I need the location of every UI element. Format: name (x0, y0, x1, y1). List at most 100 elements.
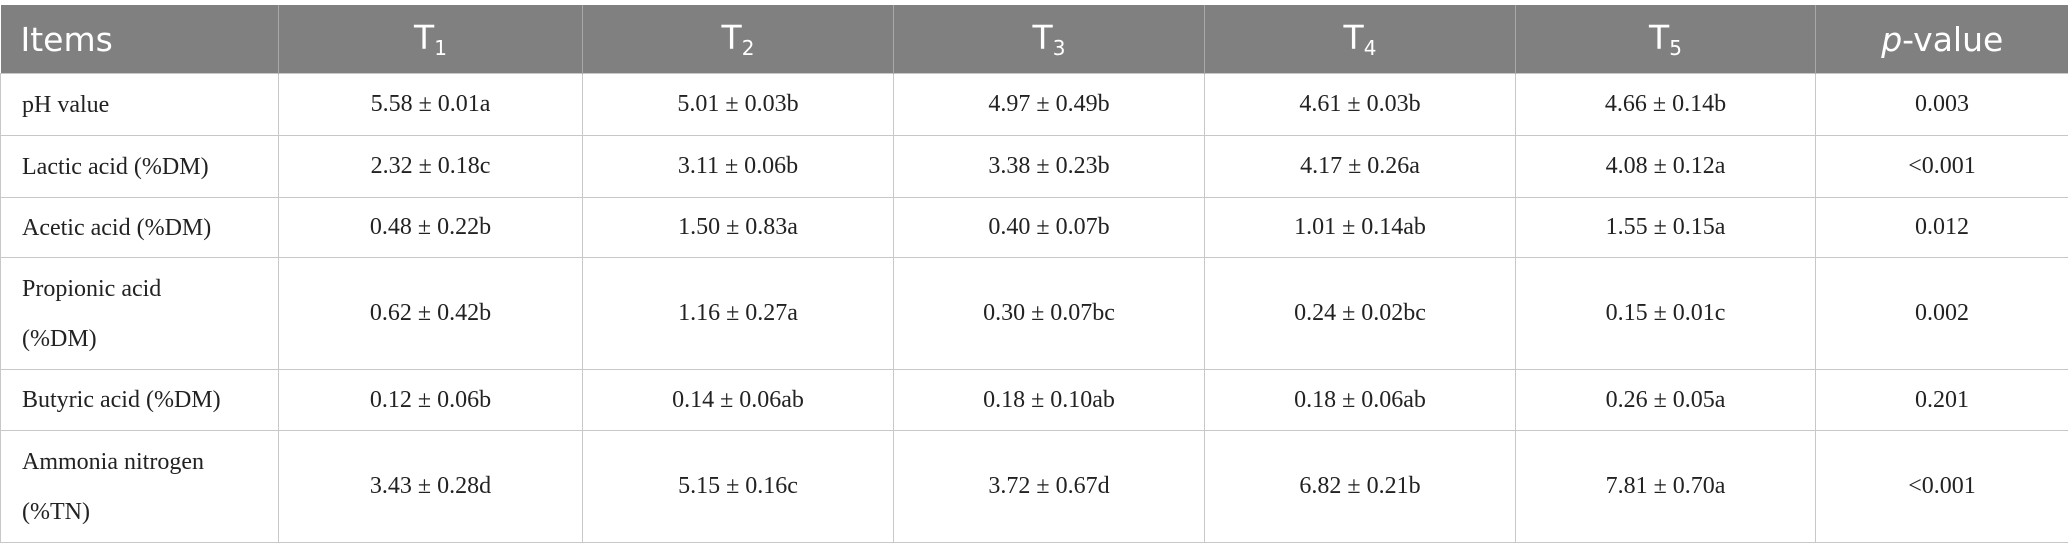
row-label: Lactic acid (%DM) (0, 135, 279, 198)
cell: 1.55 ± 0.15a (1515, 197, 1816, 258)
cell-text: Lactic acid (%DM) (22, 153, 209, 180)
table-row: pH value 5.58 ± 0.01a 5.01 ± 0.03b 4.97 ± 0… (0, 73, 2068, 136)
header-text: -value (1902, 19, 2004, 59)
cell-text: 0.012 (1915, 214, 1969, 240)
cell-text: <0.001 (1908, 473, 1976, 499)
cell: 4.61 ± 0.03b (1204, 73, 1516, 136)
cell-text: 5.15 ± 0.16c (678, 473, 798, 499)
cell-text: pH value (22, 91, 110, 118)
cell-text: 5.58 ± 0.01a (370, 91, 491, 117)
cell-text: 2.32 ± 0.18c (370, 153, 491, 179)
cell-text: 0.62 ± 0.42b (369, 300, 492, 326)
table-row: Lactic acid (%DM) 2.32 ± 0.18c 3.11 ± 0.06… (0, 135, 2068, 198)
header-text: T (721, 18, 742, 57)
cell: 1.16 ± 0.27a (582, 257, 894, 370)
cell-text: 0.14 ± 0.06ab (672, 386, 804, 413)
cell: 3.11 ± 0.06b (582, 135, 894, 198)
cell: 0.40 ± 0.07b (893, 197, 1205, 258)
cell-text: 4.17 ± 0.26a (1300, 153, 1420, 179)
header-text: T (1032, 18, 1053, 57)
cell: 3.43 ± 0.28d (278, 430, 583, 543)
cell: 0.18 ± 0.06ab (1204, 369, 1516, 431)
row-label: Acetic acid (%DM) (0, 197, 279, 258)
table-row: Butyric acid (%DM) 0.12 ± 0.06b 0.14 ± 0.0… (0, 369, 2068, 431)
header-italic: p (1881, 19, 1903, 59)
header-row: Items T1 T2 T3 T4 T5 p-value (0, 5, 2068, 74)
cell-text: 0.18 ± 0.06ab (1294, 386, 1426, 413)
cell: 0.201 (1815, 369, 2068, 431)
header-subscript: 1 (434, 36, 447, 60)
cell: 4.66 ± 0.14b (1515, 73, 1816, 136)
row-label: pH value (0, 73, 279, 136)
cell: 7.81 ± 0.70a (1515, 430, 1816, 543)
header-cell: T1 (278, 5, 583, 74)
cell-text: 4.97 ± 0.49b (988, 91, 1110, 117)
cell-text: 0.26 ± 0.05a (1605, 386, 1726, 413)
cell-text: 3.38 ± 0.23b (988, 153, 1110, 179)
cell-text: 3.11 ± 0.06b (677, 153, 799, 179)
table-row: Propionic acid (%DM) 0.62 ± 0.42b 1.16 ± 0… (0, 257, 2068, 370)
cell-text: Acetic acid (%DM) (22, 214, 212, 241)
cell-text: 0.18 ± 0.10ab (983, 386, 1115, 413)
header-text: T (1649, 18, 1670, 57)
cell: 2.32 ± 0.18c (278, 135, 583, 198)
cell-text: 7.81 ± 0.70a (1605, 473, 1726, 499)
cell: 3.38 ± 0.23b (893, 135, 1205, 198)
table-wrap: Items T1 T2 T3 T4 T5 p-value pH value 5.58 ± 0.… (0, 5, 2068, 543)
cell: 1.01 ± 0.14ab (1204, 197, 1516, 258)
cell: 0.48 ± 0.22b (278, 197, 583, 258)
header-cell: Items (0, 5, 279, 74)
cell: 5.58 ± 0.01a (278, 73, 583, 136)
cell-text: 0.002 (1915, 300, 1969, 326)
cell-text: 0.12 ± 0.06b (369, 386, 492, 413)
header-subscript: 5 (1669, 36, 1682, 60)
cell-text: 3.43 ± 0.28d (369, 473, 492, 499)
cell-text: 4.08 ± 0.12a (1605, 153, 1726, 179)
cell-text: 4.66 ± 0.14b (1604, 91, 1727, 117)
table-row: Acetic acid (%DM) 0.48 ± 0.22b 1.50 ± 0.83… (0, 197, 2068, 258)
cell: 6.82 ± 0.21b (1204, 430, 1516, 543)
cell-text: 0.24 ± 0.02bc (1294, 300, 1426, 326)
cell: 0.24 ± 0.02bc (1204, 257, 1516, 370)
cell: 4.08 ± 0.12a (1515, 135, 1816, 198)
header-text: Items (20, 19, 113, 59)
cell-text: 1.16 ± 0.27a (678, 300, 798, 326)
header-cell: T3 (893, 5, 1205, 74)
header-cell: p-value (1815, 5, 2068, 74)
table-row: Ammonia nitrogen (%TN) 3.43 ± 0.28d 5.15 ±… (0, 430, 2068, 543)
cell-text: 0.30 ± 0.07bc (983, 300, 1115, 326)
header-subscript: 3 (1052, 36, 1066, 60)
cell-text: 4.61 ± 0.03b (1299, 91, 1421, 117)
cell: 0.14 ± 0.06ab (582, 369, 894, 431)
row-label: Butyric acid (%DM) (0, 369, 279, 431)
row-label: Propionic acid (%DM) (0, 257, 279, 370)
cell-text: 0.15 ± 0.01c (1605, 300, 1726, 326)
cell: 0.12 ± 0.06b (278, 369, 583, 431)
cell: 0.30 ± 0.07bc (893, 257, 1205, 370)
cell-text: 5.01 ± 0.03b (677, 91, 799, 117)
cell-text: 1.01 ± 0.14ab (1294, 214, 1426, 240)
cell-text: 0.40 ± 0.07b (988, 214, 1110, 240)
cell-text: 0.003 (1915, 91, 1969, 117)
cell: 4.97 ± 0.49b (893, 73, 1205, 136)
cell-text: 6.82 ± 0.21b (1299, 473, 1421, 499)
cell: 0.62 ± 0.42b (278, 257, 583, 370)
cell: 1.50 ± 0.83a (582, 197, 894, 258)
row-label: Ammonia nitrogen (%TN) (0, 430, 279, 543)
cell: 0.26 ± 0.05a (1515, 369, 1816, 431)
cell: <0.001 (1815, 135, 2068, 198)
cell: 0.003 (1815, 73, 2068, 136)
data-table: Items T1 T2 T3 T4 T5 p-value pH value 5.58 ± 0.… (0, 5, 2068, 543)
cell: 5.15 ± 0.16c (582, 430, 894, 543)
cell-text: 1.50 ± 0.83a (678, 214, 798, 240)
cell: 0.15 ± 0.01c (1515, 257, 1816, 370)
cell: 5.01 ± 0.03b (582, 73, 894, 136)
cell: 0.002 (1815, 257, 2068, 370)
header-cell: T2 (582, 5, 894, 74)
header-text: T (414, 18, 435, 57)
header-cell: T4 (1204, 5, 1516, 74)
table-body: pH value 5.58 ± 0.01a 5.01 ± 0.03b 4.97 ± 0… (0, 73, 2068, 543)
cell-text: 0.201 (1915, 386, 1969, 413)
cell: 0.012 (1815, 197, 2068, 258)
cell: 3.72 ± 0.67d (893, 430, 1205, 543)
